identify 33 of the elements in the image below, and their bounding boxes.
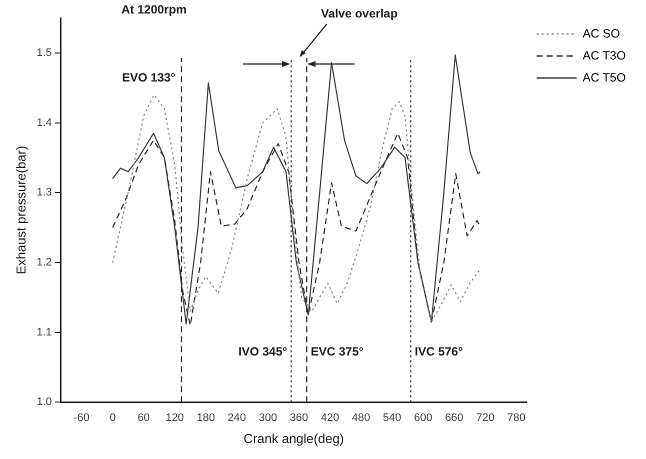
x-tick-label: 660	[445, 412, 464, 424]
y-tick-label: 1.2	[36, 256, 52, 269]
x-tick-label: 780	[507, 412, 526, 424]
x-tick-label: 480	[352, 412, 370, 424]
x-tick-label: 180	[196, 412, 215, 424]
y-tick-label: 1.5	[36, 46, 52, 59]
x-tick-label: 120	[166, 412, 184, 424]
x-tick-label: 300	[258, 412, 278, 424]
ref-line-label: IVO 345°	[238, 344, 288, 359]
ref-line-label: IVC 576°	[414, 344, 464, 359]
ref-line-label: EVO 133°	[122, 70, 176, 84]
y-tick-label: 1.4	[36, 116, 52, 129]
y-axis-title: Exhaust pressure(bar)	[13, 146, 28, 274]
x-tick-label: 420	[320, 412, 340, 424]
y-tick-label: 1.1	[36, 326, 52, 338]
x-tick-label: 600	[414, 412, 432, 424]
line-series	[112, 94, 481, 322]
x-tick-label: 360	[290, 412, 308, 424]
annotation: Valve overlap	[320, 6, 398, 20]
y-tick-label: 1.3	[36, 186, 52, 199]
legend-label: AC T5O	[582, 70, 626, 84]
ref-line-label: EVC 375°	[310, 344, 364, 359]
x-tick-label: 720	[476, 412, 494, 424]
x-tick-label: 0	[110, 412, 116, 424]
x-tick-label: 540	[382, 412, 402, 424]
legend-label: AC SO	[582, 26, 620, 40]
x-tick-label: 60	[138, 412, 150, 424]
legend-label: AC T3O	[582, 48, 626, 62]
x-axis-title: Crank angle(deg)	[244, 430, 344, 446]
x-tick-label: -60	[74, 412, 90, 424]
y-tick-label: 1.0	[36, 396, 52, 408]
chart-title: At 1200rpm	[121, 2, 187, 16]
x-tick-label: 240	[228, 412, 246, 424]
